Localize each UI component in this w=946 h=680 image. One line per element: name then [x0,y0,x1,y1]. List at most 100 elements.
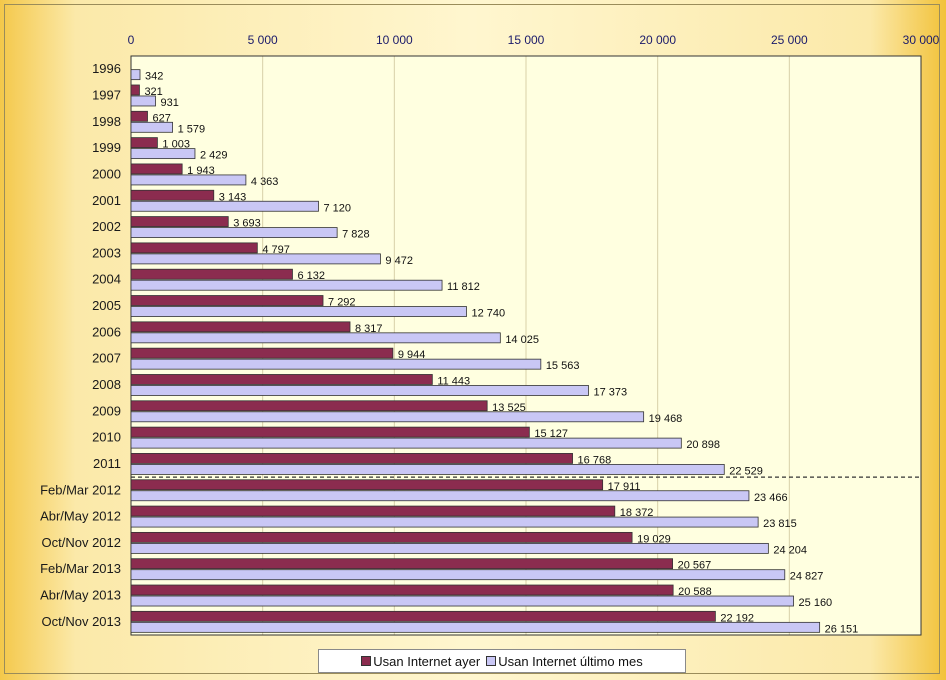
data-label-ultimo-mes: 7 120 [323,202,351,214]
data-label-ayer: 6 132 [297,270,325,282]
bar-ultimo-mes [130,253,381,265]
bar-ayer [130,189,215,201]
data-label-ayer: 1 003 [162,139,190,151]
data-label-ayer: 627 [153,112,171,124]
data-label-ayer: 22 192 [720,612,754,624]
data-label-ayer: 8 317 [355,323,383,335]
data-label-ayer: 11 443 [437,375,470,387]
bar-ayer [130,137,158,149]
data-label-ultimo-mes: 23 815 [763,518,797,530]
data-label-ultimo-mes: 4 363 [251,176,279,188]
category-label: 1997 [92,87,121,102]
bar-ayer [130,374,433,385]
bar-ayer [130,347,394,359]
data-label-ayer: 9 944 [398,349,426,361]
bar-ultimo-mes [130,95,156,107]
bar-ayer [130,610,716,622]
category-label: 2005 [92,298,121,313]
bar-ayer [130,558,673,570]
data-label-ayer: 19 029 [637,533,671,545]
data-label-ultimo-mes: 22 529 [729,465,763,477]
bar-ultimo-mes [130,411,645,423]
bar-ultimo-mes [130,595,794,607]
bar-ultimo-mes [130,279,443,291]
data-label-ultimo-mes: 7 828 [342,229,370,241]
bar-ayer [130,321,351,333]
category-label: Feb/Mar 2012 [40,482,121,497]
bar-ultimo-mes [130,464,725,475]
data-label-ayer: 4 797 [262,244,290,256]
category-label: 1999 [92,140,121,155]
chart-frame [4,4,940,674]
data-label-ultimo-mes: 1 579 [178,123,206,135]
category-label: 2007 [92,351,121,366]
bar-ayer [130,110,148,122]
category-label: Abr/May 2013 [40,588,121,603]
data-label-ultimo-mes: 17 373 [593,386,627,398]
category-label: 2010 [92,430,121,445]
category-label: 1998 [92,114,121,129]
category-label: 2011 [93,456,121,471]
category-label: Oct/Nov 2012 [42,535,122,550]
bar-ultimo-mes [130,516,759,528]
category-label: 2006 [92,324,121,339]
bar-ayer [130,242,258,254]
category-label: Oct/Nov 2013 [42,614,122,629]
data-label-ultimo-mes: 20 898 [686,439,720,451]
x-tick-label: 5 000 [248,33,278,47]
bar-ayer [130,295,324,306]
x-tick-label: 15 000 [508,33,545,47]
data-label-ultimo-mes: 11 812 [447,281,480,293]
data-label-ayer: 15 127 [534,428,568,440]
category-label: 2001 [92,193,121,208]
bar-ultimo-mes [130,227,338,238]
legend-label-ayer: Usan Internet ayer [373,653,481,669]
bar-ayer [130,453,573,464]
bar-ultimo-mes [130,569,786,581]
data-label-ayer: 20 567 [678,560,712,572]
data-label-ayer: 20 588 [678,586,712,598]
x-tick-label: 20 000 [639,33,676,47]
bar-ayer [130,531,633,543]
data-label-ayer: 18 372 [620,507,654,519]
data-label-ultimo-mes: 9 472 [385,255,413,267]
category-label: Abr/May 2012 [40,509,121,524]
legend-item-ayer: Usan Internet ayer [361,654,480,669]
bar-ultimo-mes [130,332,501,344]
bar-ayer [130,426,530,438]
x-tick-label: 10 000 [376,33,413,47]
bar-ultimo-mes [130,306,467,317]
data-label-ayer: 3 693 [233,218,261,230]
data-label-ultimo-mes: 931 [161,97,179,109]
category-label: 2002 [92,219,121,234]
bar-ayer [130,84,140,96]
bar-ultimo-mes [130,358,542,370]
data-label-ayer: 1 943 [187,165,215,177]
data-label-ayer: 321 [144,86,162,98]
bar-ayer [130,479,604,491]
bar-ayer [130,584,674,596]
legend-item-mes: Usan Internet último mes [486,654,643,669]
bar-ultimo-mes [130,542,769,554]
bar-ayer [130,400,488,412]
bar-ultimo-mes [130,621,821,633]
category-label: 2003 [92,245,121,260]
bar-ayer [130,268,293,280]
category-label: 2004 [92,272,121,287]
category-label: 2009 [92,403,121,418]
bar-ayer [130,216,229,227]
data-label-ultimo-mes: 2 429 [200,150,228,162]
data-label-ultimo-mes: 19 468 [649,413,683,425]
data-label-ultimo-mes: 12 740 [471,308,505,320]
bar-ultimo-mes [130,174,247,186]
bar-ultimo-mes [130,121,173,133]
plot-border [130,55,922,636]
data-label-ultimo-mes: 24 204 [773,544,807,556]
legend: Usan Internet ayer Usan Internet último … [318,649,686,673]
data-label-ayer: 17 911 [608,481,641,493]
data-label-ayer: 7 292 [328,297,356,309]
x-tick-label: 25 000 [771,33,808,47]
data-label-ultimo-mes: 342 [145,71,163,83]
data-label-ultimo-mes: 14 025 [505,334,539,346]
